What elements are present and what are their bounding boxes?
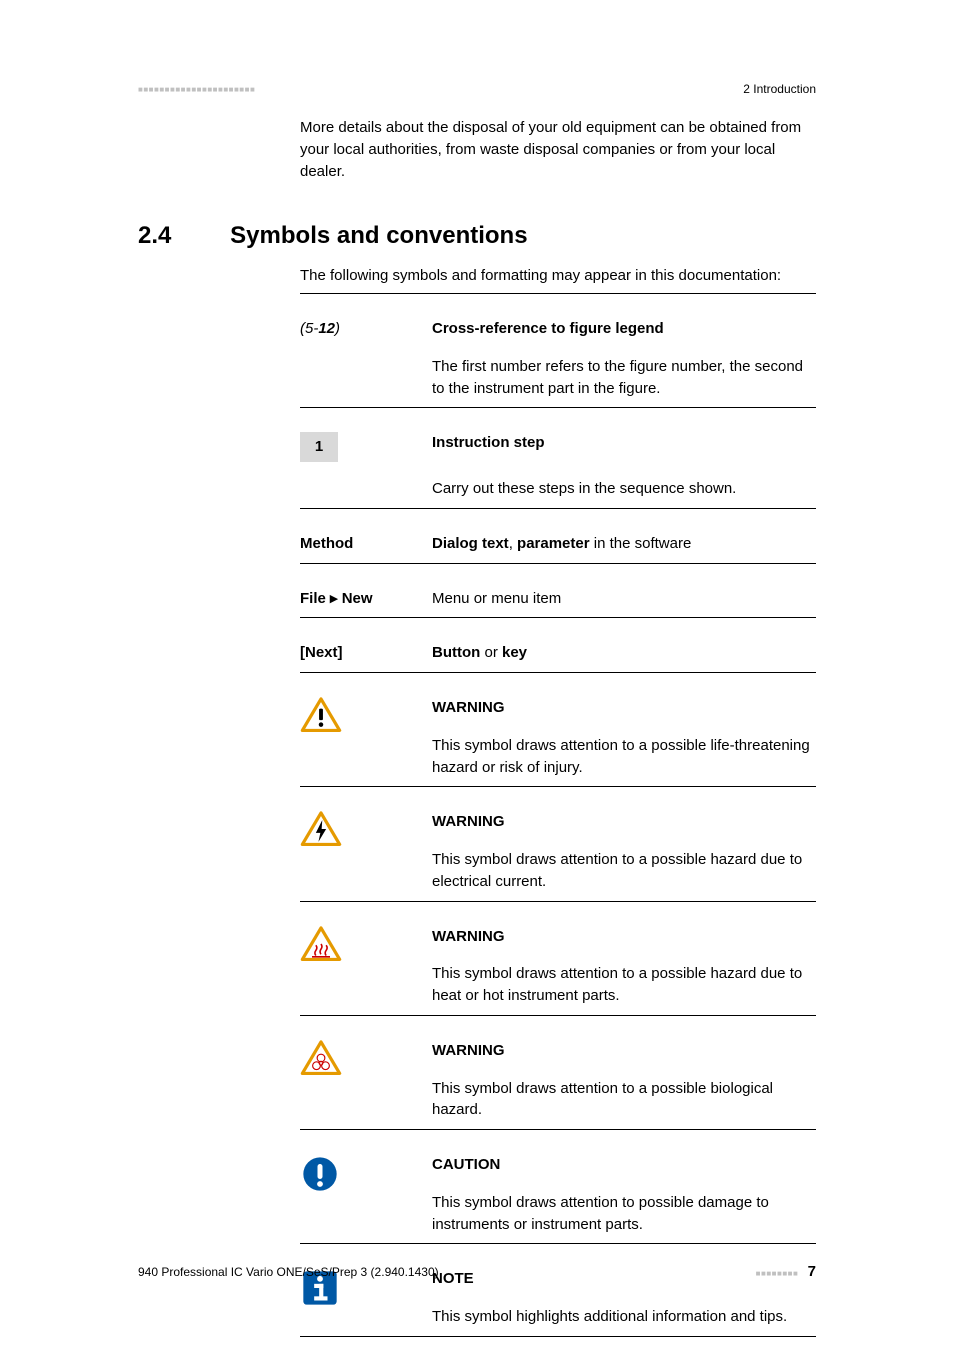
note-desc: This symbol highlights additional inform… — [432, 1298, 816, 1336]
page-footer: 940 Professional IC Vario ONE/SeS/Prep 3… — [138, 1263, 816, 1280]
section-heading: 2.4 Symbols and conventions — [138, 222, 528, 250]
warning-biohazard-icon — [300, 1032, 432, 1130]
page-header: ■■■■■■■■■■■■■■■■■■■■■■ 2 Introduction — [138, 82, 816, 96]
crossref-c: ) — [335, 320, 340, 337]
header-section: 2 Introduction — [743, 82, 816, 96]
dialog-text: Dialog text — [432, 535, 509, 552]
file-new-label: File ▸ New — [300, 580, 432, 618]
button-word: Button — [432, 644, 480, 661]
caution-icon — [300, 1146, 432, 1244]
warning3-desc: This symbol draws attention to a possibl… — [432, 955, 816, 1015]
instruction-step-desc: Carry out these steps in the sequence sh… — [432, 470, 816, 508]
warning4-title: WARNING — [432, 1042, 505, 1059]
warning2-title: WARNING — [432, 813, 505, 830]
footer-left: 940 Professional IC Vario ONE/SeS/Prep 3… — [138, 1265, 439, 1279]
parameter: parameter — [517, 535, 590, 552]
key-word: key — [502, 644, 527, 661]
instruction-step-title: Instruction step — [432, 434, 545, 451]
crossref-b: 12 — [318, 320, 335, 337]
comma: , — [509, 535, 517, 552]
in-software: in the software — [590, 535, 692, 552]
footer-dashes: ■■■■■■■■ — [756, 1269, 799, 1278]
crossref-symbol: (5-12) — [300, 310, 432, 348]
caution-desc: This symbol draws attention to possible … — [432, 1184, 816, 1244]
page-number: 7 — [808, 1263, 816, 1280]
warning3-title: WARNING — [432, 928, 505, 945]
warning-heat-icon — [300, 918, 432, 1016]
instruction-step-symbol: 1 — [300, 424, 432, 470]
caution-title: CAUTION — [432, 1156, 500, 1173]
section-number: 2.4 — [138, 222, 226, 250]
warning4-desc: This symbol draws attention to a possibl… — [432, 1070, 816, 1130]
section-title: Symbols and conventions — [230, 222, 527, 250]
warning2-desc: This symbol draws attention to a possibl… — [432, 841, 816, 901]
warning-electrical-icon — [300, 803, 432, 901]
menu-desc: Menu or menu item — [432, 580, 816, 618]
conventions-table: (5-12) Cross-reference to figure legend … — [300, 293, 816, 1353]
step-number-box: 1 — [300, 432, 338, 462]
crossref-a: (5- — [300, 320, 318, 337]
method-desc: Dialog text, parameter in the software — [432, 525, 816, 563]
lead-paragraph: The following symbols and formatting may… — [300, 265, 816, 287]
footer-right: ■■■■■■■■ 7 — [756, 1263, 816, 1280]
warning1-title: WARNING — [432, 699, 505, 716]
method-label: Method — [300, 525, 432, 563]
header-dashes: ■■■■■■■■■■■■■■■■■■■■■■ — [138, 85, 255, 94]
warning1-desc: This symbol draws attention to a possibl… — [432, 727, 816, 787]
intro-paragraph: More details about the disposal of your … — [300, 117, 816, 182]
or-word: or — [480, 644, 502, 661]
crossref-desc: The first number refers to the figure nu… — [432, 348, 816, 408]
button-desc: Button or key — [432, 634, 816, 672]
crossref-title: Cross-reference to figure legend — [432, 320, 664, 337]
warning-exclamation-icon — [300, 689, 432, 787]
next-label: [Next] — [300, 634, 432, 672]
